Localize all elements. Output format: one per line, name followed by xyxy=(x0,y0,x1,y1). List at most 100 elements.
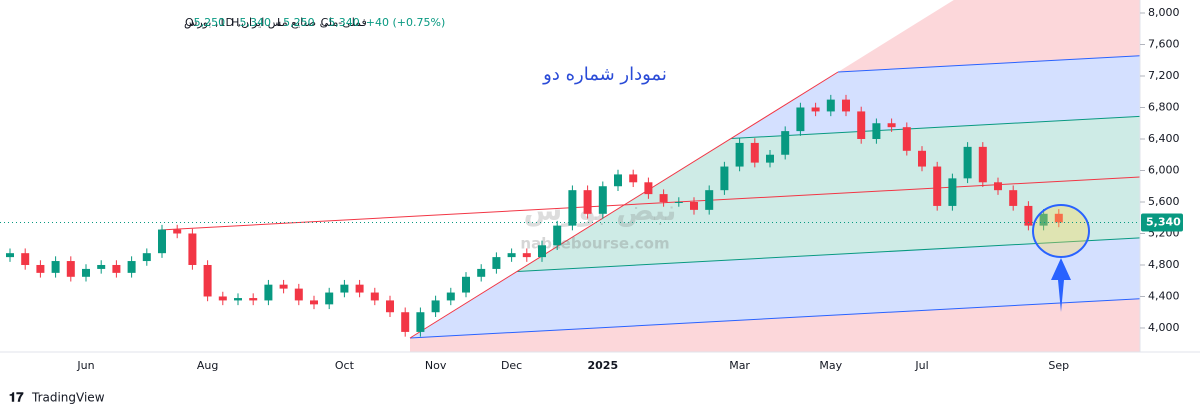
arrow xyxy=(1051,258,1071,312)
candle-body xyxy=(674,201,683,203)
x-tick-label: Oct xyxy=(335,359,355,372)
candle-body xyxy=(51,261,60,273)
candle-body xyxy=(872,123,881,139)
candle-body xyxy=(522,253,531,258)
candle-body xyxy=(294,288,303,301)
candle-body xyxy=(355,284,364,293)
y-tick-label: 7,200 xyxy=(1148,69,1180,82)
candle-body xyxy=(902,127,911,151)
y-tick-label: 4,000 xyxy=(1148,321,1180,334)
y-tick-label: 5,600 xyxy=(1148,195,1180,208)
candle-body xyxy=(842,99,850,112)
candle-body xyxy=(1054,213,1063,223)
y-tick-label: 7,600 xyxy=(1148,37,1180,50)
candle-body xyxy=(36,264,45,273)
ohlc-key: O xyxy=(185,16,194,29)
candle-body xyxy=(948,178,957,206)
y-tick-label: 6,000 xyxy=(1148,163,1180,176)
candle-body xyxy=(446,292,455,301)
candle-body xyxy=(538,245,546,258)
x-tick-label: Jun xyxy=(76,359,94,372)
ohlc-key: C xyxy=(321,16,329,29)
candle-body xyxy=(614,174,622,187)
fork-line xyxy=(409,298,1141,339)
candle-body xyxy=(462,276,470,293)
candle-body xyxy=(203,264,212,297)
candle-body xyxy=(142,253,151,262)
brand-logo: 𝟏𝟕 xyxy=(9,391,24,406)
x-tick-label: Dec xyxy=(501,359,522,372)
candle-body xyxy=(918,150,926,167)
candle-body xyxy=(659,194,668,202)
candle-body xyxy=(735,142,744,167)
candle-body xyxy=(857,111,866,139)
fork-line xyxy=(837,55,1141,73)
zone xyxy=(838,0,1140,72)
candle-body xyxy=(644,182,653,195)
candle-body xyxy=(705,190,714,210)
candle-body xyxy=(978,146,987,183)
candle-body xyxy=(826,99,835,112)
candle-body xyxy=(583,190,592,214)
candle-body xyxy=(97,264,106,269)
candle-body xyxy=(553,225,562,246)
candle-body xyxy=(279,284,288,289)
y-tick-label: 4,800 xyxy=(1148,258,1180,271)
candle-body xyxy=(690,201,698,210)
x-tick-label: Nov xyxy=(425,359,447,372)
candle-body xyxy=(264,284,273,301)
candle-body xyxy=(370,292,379,301)
price-label: 5,340 xyxy=(1146,215,1181,228)
zone xyxy=(410,298,1140,352)
symbol: فملی-ملی صنایع مس ایران, 1D, بورس xyxy=(184,16,367,29)
candle-body xyxy=(750,142,759,163)
candle-body xyxy=(477,268,486,277)
candle-body xyxy=(158,229,166,254)
candles xyxy=(6,94,1063,337)
candle-body xyxy=(720,166,729,191)
y-tick-label: 6,800 xyxy=(1148,100,1180,113)
candle-body xyxy=(994,182,1002,191)
candle-body xyxy=(933,166,942,206)
ohlc-value: 5,250 xyxy=(194,16,226,29)
fork-line xyxy=(730,115,1141,139)
candle-body xyxy=(188,233,197,265)
candle-body xyxy=(796,107,805,132)
candle-body xyxy=(82,268,90,277)
candle-body xyxy=(66,261,75,277)
candle-body xyxy=(1024,205,1033,226)
x-tick-label: Mar xyxy=(729,359,750,372)
candle-body xyxy=(887,123,896,128)
candle-body xyxy=(598,186,607,214)
candle-body xyxy=(507,253,516,258)
zone xyxy=(410,237,1140,338)
candle-body xyxy=(629,174,638,183)
candle-body xyxy=(234,298,242,301)
ohlc-value: 5,340 xyxy=(328,16,360,29)
x-tick-label: May xyxy=(819,359,842,372)
candle-body xyxy=(492,257,501,269)
ohlc-value: 5,250 xyxy=(283,16,315,29)
y-tick-label: 4,400 xyxy=(1148,289,1180,302)
candle-body xyxy=(310,300,318,305)
candle-body xyxy=(766,154,774,163)
y-tick-label: 8,000 xyxy=(1148,6,1180,19)
x-tick-label: Jul xyxy=(914,359,928,372)
x-tick-label: Sep xyxy=(1048,359,1069,372)
candle-body xyxy=(6,253,14,258)
ohlc-value: 5,340 xyxy=(239,16,271,29)
price-label-box xyxy=(1141,213,1183,232)
candle-body xyxy=(1009,190,1018,206)
pitchfork xyxy=(159,0,1141,352)
annotation: نمودار شماره دو xyxy=(542,64,667,85)
candle-body xyxy=(127,261,136,273)
candle-body xyxy=(218,296,227,301)
y-tick-label: 6,400 xyxy=(1148,132,1180,145)
brand: TradingView xyxy=(31,391,105,405)
candle-body xyxy=(112,264,121,273)
candle-body xyxy=(325,292,334,305)
candle-body xyxy=(340,284,349,293)
ohlc-key: H xyxy=(231,16,239,29)
